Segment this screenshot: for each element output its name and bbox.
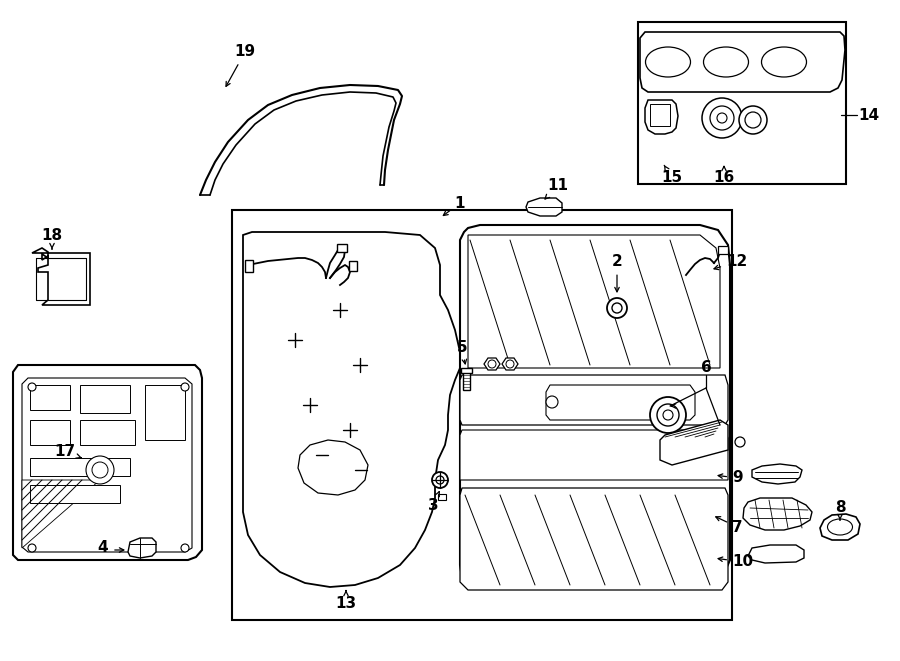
Text: 4: 4: [98, 541, 108, 555]
Circle shape: [657, 404, 679, 426]
Text: 17: 17: [54, 444, 81, 459]
Circle shape: [546, 396, 558, 408]
Circle shape: [745, 112, 761, 128]
Bar: [638, 22, 846, 184]
Bar: [463, 370, 470, 390]
Circle shape: [181, 544, 189, 552]
Ellipse shape: [761, 47, 806, 77]
Polygon shape: [128, 538, 156, 558]
Polygon shape: [460, 488, 728, 590]
Circle shape: [710, 106, 734, 130]
Bar: [80, 420, 135, 445]
Polygon shape: [820, 514, 860, 540]
Text: 11: 11: [545, 178, 569, 199]
Bar: [30, 420, 70, 445]
Polygon shape: [298, 440, 368, 495]
Text: 3: 3: [428, 492, 439, 512]
Text: 19: 19: [226, 44, 256, 87]
Circle shape: [735, 437, 745, 447]
Polygon shape: [645, 100, 678, 134]
Bar: [337, 244, 347, 252]
Polygon shape: [32, 248, 90, 305]
Bar: [30, 458, 130, 476]
Bar: [30, 385, 70, 410]
Polygon shape: [752, 464, 802, 484]
Text: 7: 7: [716, 517, 742, 535]
Text: 10: 10: [718, 555, 753, 570]
Circle shape: [28, 383, 36, 391]
Polygon shape: [468, 235, 720, 368]
Bar: [245, 260, 253, 272]
Circle shape: [739, 106, 767, 134]
Text: 1: 1: [444, 196, 465, 215]
Bar: [349, 261, 357, 271]
Circle shape: [488, 360, 496, 368]
Bar: [80, 385, 130, 413]
Polygon shape: [460, 225, 730, 585]
Circle shape: [432, 472, 448, 488]
Text: 15: 15: [662, 165, 682, 186]
Polygon shape: [460, 430, 728, 480]
Text: 13: 13: [336, 591, 356, 611]
Text: 14: 14: [858, 108, 879, 122]
Bar: [438, 494, 446, 500]
Text: 18: 18: [41, 229, 63, 249]
Circle shape: [181, 383, 189, 391]
Polygon shape: [660, 420, 728, 465]
Circle shape: [612, 303, 622, 313]
Circle shape: [436, 476, 444, 484]
Text: 5: 5: [456, 340, 467, 364]
Text: 16: 16: [714, 167, 734, 186]
Circle shape: [607, 298, 627, 318]
Polygon shape: [243, 232, 460, 587]
Text: 2: 2: [612, 254, 623, 292]
Bar: [232, 210, 732, 620]
Bar: [461, 368, 472, 373]
Polygon shape: [546, 385, 695, 420]
Polygon shape: [13, 365, 202, 560]
Bar: [650, 104, 670, 126]
Text: 9: 9: [718, 471, 742, 485]
Polygon shape: [743, 498, 812, 530]
Circle shape: [650, 397, 686, 433]
Polygon shape: [22, 480, 100, 548]
Ellipse shape: [645, 47, 690, 77]
Circle shape: [92, 462, 108, 478]
Text: 6: 6: [700, 360, 711, 375]
Circle shape: [86, 456, 114, 484]
Polygon shape: [640, 32, 845, 92]
Polygon shape: [484, 358, 500, 370]
Polygon shape: [460, 375, 728, 425]
Ellipse shape: [704, 47, 749, 77]
Bar: [30, 485, 120, 503]
Circle shape: [717, 113, 727, 123]
Text: 12: 12: [714, 254, 747, 270]
Circle shape: [663, 410, 673, 420]
Polygon shape: [526, 198, 562, 216]
Ellipse shape: [827, 519, 852, 535]
Polygon shape: [748, 545, 804, 563]
Polygon shape: [502, 358, 518, 370]
Text: 8: 8: [834, 500, 845, 520]
Bar: [145, 385, 185, 440]
Polygon shape: [22, 378, 192, 552]
Bar: [718, 246, 728, 254]
Circle shape: [28, 544, 36, 552]
Circle shape: [702, 98, 742, 138]
Circle shape: [506, 360, 514, 368]
